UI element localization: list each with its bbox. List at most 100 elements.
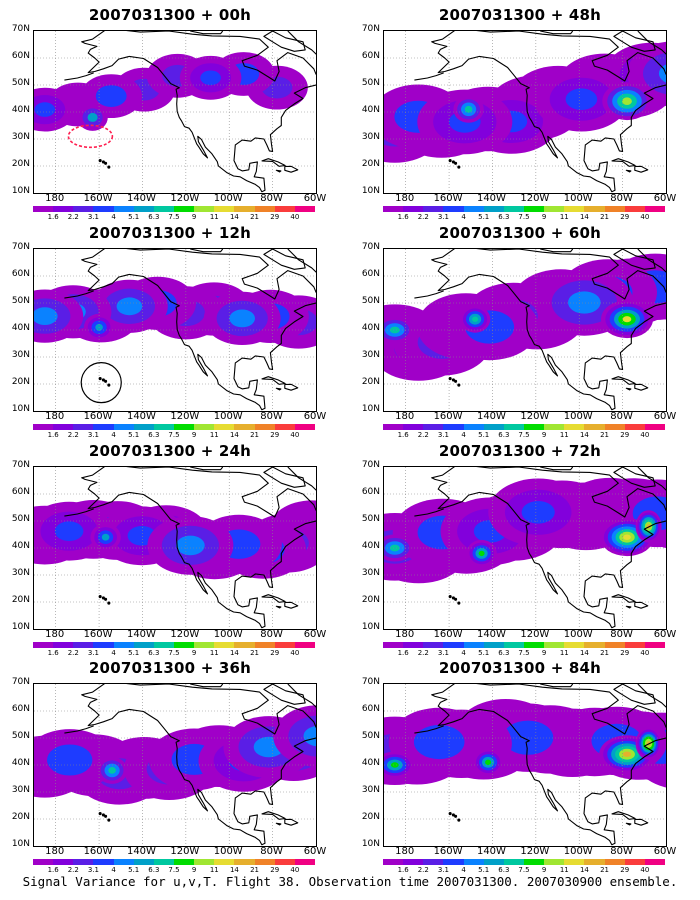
colorbar-label: 4 — [461, 866, 466, 874]
coastlines — [414, 467, 666, 629]
lat-tick-label: 60N — [11, 487, 30, 497]
coastlines — [64, 31, 316, 193]
colorbar-label: 40 — [290, 431, 300, 439]
colorbar-label: 2.2 — [417, 431, 429, 439]
lon-tick-label: 120W — [520, 193, 550, 204]
colorbar-swatch — [483, 859, 504, 865]
colorbar-swatch — [403, 206, 424, 212]
variance-contour — [54, 521, 84, 541]
lat-tick-label: 10N — [11, 622, 30, 632]
colorbar-swatch — [153, 206, 174, 212]
colorbar — [33, 859, 315, 865]
colorbar-swatch — [153, 642, 174, 648]
variance-contour — [622, 97, 632, 105]
colorbar-swatch — [173, 206, 195, 212]
colorbar-swatch — [403, 424, 424, 430]
variance-contour — [389, 544, 400, 552]
colorbar-swatch — [173, 642, 195, 648]
gridlines — [384, 467, 666, 629]
colorbar-swatch — [153, 859, 174, 865]
colorbar-swatch — [194, 424, 215, 430]
variance-contour — [623, 534, 631, 540]
lat-tick-label: 10N — [361, 622, 380, 632]
colorbar-label: 9 — [541, 431, 547, 439]
colorbar-swatch — [93, 424, 114, 430]
lon-tick-label: 100W — [213, 846, 243, 857]
colorbar-label: 7.5 — [168, 649, 180, 657]
colorbar-label: 40 — [290, 213, 300, 221]
colorbar-label: 9 — [191, 213, 197, 221]
coastlines — [64, 467, 316, 629]
colorbar-label: 11 — [559, 213, 569, 221]
colorbar-label: 3.1 — [437, 649, 449, 657]
lat-tick-label: 40N — [11, 758, 30, 768]
colorbar-label: 21 — [600, 431, 610, 439]
lon-tick-label: 100W — [213, 629, 243, 640]
colorbar-swatch — [604, 642, 625, 648]
lon-tick-label: 120W — [170, 846, 200, 857]
variance-contour — [389, 326, 400, 334]
colorbar-label: 14 — [579, 866, 589, 874]
panel-title: 2007031300 + 36h — [88, 659, 252, 677]
lon-tick-label: 160W — [433, 629, 463, 640]
colorbar-label: 2.2 — [417, 213, 429, 221]
coastlines — [414, 31, 666, 193]
lat-tick-label: 40N — [361, 105, 380, 115]
flight-target-marker — [67, 124, 114, 149]
lon-tick-label: 60W — [653, 193, 677, 204]
colorbar-label: 21 — [250, 866, 260, 874]
lon-tick-label: 120W — [520, 411, 550, 422]
colorbar-swatch — [113, 206, 134, 212]
lon-tick-label: 140W — [476, 629, 506, 640]
colorbar-swatch — [113, 424, 134, 430]
lat-tick-label: 30N — [11, 132, 30, 142]
colorbar-swatch — [624, 859, 645, 865]
lat-tick-label: 50N — [11, 296, 30, 306]
lon-tick-label: 160W — [433, 193, 463, 204]
lat-tick-label: 40N — [11, 323, 30, 333]
variance-map — [34, 684, 316, 846]
lat-tick-label: 30N — [361, 568, 380, 578]
variance-contour — [87, 112, 98, 122]
colorbar-swatch — [294, 859, 315, 865]
variance-contour — [413, 724, 465, 760]
lat-tick-label: 20N — [11, 595, 30, 605]
colorbar-swatch — [423, 642, 444, 648]
lat-tick-label: 30N — [11, 568, 30, 578]
colorbar-swatch — [274, 206, 295, 212]
colorbar-label: 14 — [229, 866, 239, 874]
colorbar-swatch — [463, 642, 484, 648]
lat-tick-label: 30N — [11, 785, 30, 795]
panel-title: 2007031300 + 24h — [88, 442, 252, 460]
gridlines — [384, 31, 666, 193]
colorbar-swatch — [274, 424, 295, 430]
colorbar-swatch — [503, 859, 524, 865]
map-frame — [383, 683, 667, 847]
lat-tick-label: 10N — [11, 839, 30, 849]
lon-tick-label: 180 — [45, 193, 65, 204]
panel-12h: 2007031300 + 12h 70N 60N 50N 40N 30N 20N 10N 18… — [0, 224, 340, 442]
colorbar-label: 4 — [111, 431, 116, 439]
colorbar-label: 21 — [250, 649, 260, 657]
lat-tick-label: 10N — [11, 404, 30, 414]
colorbar-label: 5.1 — [128, 866, 140, 874]
lat-tick-label: 30N — [361, 132, 380, 142]
colorbar-swatch — [644, 424, 665, 430]
colorbar-swatch — [254, 206, 275, 212]
panel-48h: 2007031300 + 48h 70N 60N 50N 40N 30N 20N 10N 18… — [350, 6, 690, 224]
colorbar-swatch — [544, 859, 565, 865]
colorbar-label: 6.3 — [498, 213, 510, 221]
variance-map — [34, 467, 316, 629]
colorbar-label: 14 — [579, 431, 589, 439]
colorbar-label: 4 — [111, 213, 116, 221]
variance-map — [384, 684, 666, 846]
colorbar-swatch — [234, 859, 255, 865]
lat-tick-label: 30N — [11, 350, 30, 360]
colorbar-label: 5.1 — [128, 431, 140, 439]
lat-tick-label: 20N — [361, 812, 380, 822]
lon-tick-label: 160W — [83, 846, 113, 857]
lon-tick-label: 80W — [260, 193, 283, 204]
lat-tick-label: 30N — [361, 350, 380, 360]
colorbar-label: 40 — [640, 431, 650, 439]
colorbar-swatch — [33, 424, 54, 430]
